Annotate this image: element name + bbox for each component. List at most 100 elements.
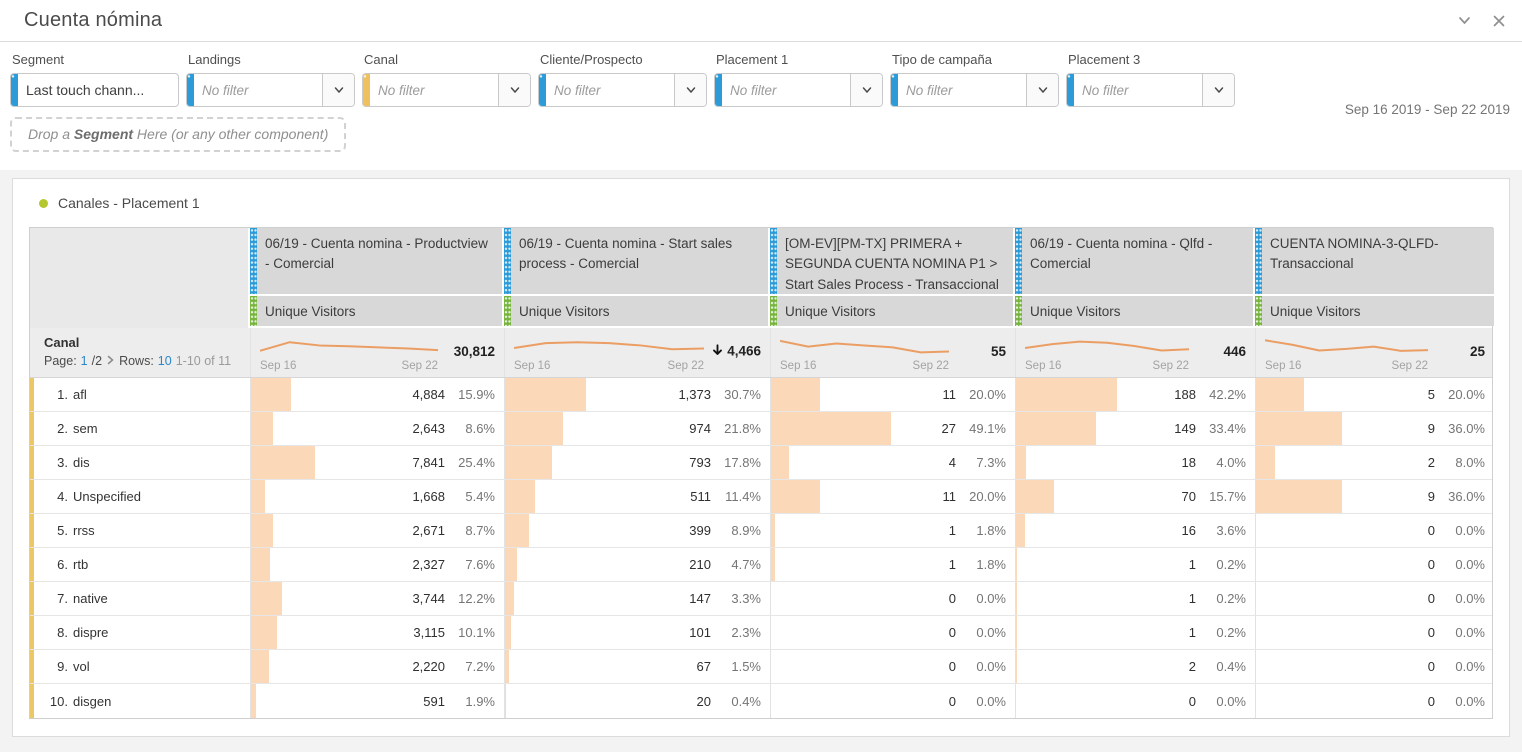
table-cell[interactable]: 0 0.0% [770,616,1015,649]
table-cell[interactable]: 9 36.0% [1255,480,1494,513]
segment-drop-zone[interactable]: Drop a Segment Here (or any other compon… [10,117,347,152]
table-cell[interactable]: 1 1.8% [770,548,1015,581]
dimension-name[interactable]: Canal [44,335,80,350]
table-cell[interactable]: 3,115 10.1% [250,616,504,649]
chevron-down-icon[interactable] [322,74,354,106]
drag-handle-icon[interactable] [504,296,511,326]
column-header-segment[interactable]: CUENTA NOMINA-3-QLFD-Transaccional [1255,228,1494,296]
sort-descending-icon[interactable] [711,343,724,359]
table-cell[interactable]: 0 0.0% [770,650,1015,683]
table-cell[interactable]: 0 0.0% [1255,514,1494,547]
table-cell[interactable]: 0 0.0% [770,582,1015,615]
drag-handle-icon[interactable] [187,74,194,106]
drag-handle-icon[interactable] [1255,228,1262,294]
table-cell[interactable]: 1,668 5.4% [250,480,504,513]
row-label-afl[interactable]: 1. afl [30,378,250,411]
column-header-metric[interactable]: Unique Visitors [504,296,768,326]
table-cell[interactable]: 2,220 7.2% [250,650,504,683]
row-label-native[interactable]: 7. native [30,582,250,615]
drag-handle-icon[interactable] [250,296,257,326]
table-cell[interactable]: 591 1.9% [250,684,504,718]
table-cell[interactable]: 1,373 30.7% [504,378,770,411]
drag-handle-icon[interactable] [1255,296,1262,326]
table-cell[interactable]: 70 15.7% [1015,480,1255,513]
table-cell[interactable]: 9 36.0% [1255,412,1494,445]
table-cell[interactable]: 18 4.0% [1015,446,1255,479]
pager-next-page-chevron-icon[interactable] [106,354,115,368]
drag-handle-icon[interactable] [539,74,546,106]
table-cell[interactable]: 511 11.4% [504,480,770,513]
filter-dropdown-segment[interactable]: Last touch chann... [10,73,179,107]
table-cell[interactable]: 0 0.0% [1255,548,1494,581]
chevron-down-icon[interactable] [1026,74,1058,106]
table-cell[interactable]: 5 20.0% [1255,378,1494,411]
column-header-segment[interactable]: 06/19 - Cuenta nomina - Start sales proc… [504,228,768,296]
table-cell[interactable]: 4 7.3% [770,446,1015,479]
drag-handle-icon[interactable] [1015,296,1022,326]
row-label-vol[interactable]: 9. vol [30,650,250,683]
table-cell[interactable]: 793 17.8% [504,446,770,479]
pager-current-page-link[interactable]: 1 [80,354,88,368]
drag-handle-icon[interactable] [1015,228,1022,294]
table-cell[interactable]: 974 21.8% [504,412,770,445]
table-cell[interactable]: 67 1.5% [504,650,770,683]
table-cell[interactable]: 0 0.0% [1255,684,1494,718]
drag-handle-icon[interactable] [11,74,18,106]
row-label-rrss[interactable]: 5. rrss [30,514,250,547]
table-cell[interactable]: 2,327 7.6% [250,548,504,581]
table-cell[interactable]: 210 4.7% [504,548,770,581]
table-cell[interactable]: 11 20.0% [770,480,1015,513]
drag-handle-icon[interactable] [1067,74,1074,106]
table-cell[interactable]: 4,884 15.9% [250,378,504,411]
drag-handle-icon[interactable] [770,296,777,326]
column-header-metric[interactable]: Unique Visitors [770,296,1013,326]
collapse-panel-chevron-icon[interactable] [1457,13,1472,28]
table-cell[interactable]: 149 33.4% [1015,412,1255,445]
table-cell[interactable]: 2 0.4% [1015,650,1255,683]
table-cell[interactable]: 188 42.2% [1015,378,1255,411]
table-cell[interactable]: 1 1.8% [770,514,1015,547]
drag-handle-icon[interactable] [250,228,257,294]
row-label-dis[interactable]: 3. dis [30,446,250,479]
table-cell[interactable]: 1 0.2% [1015,548,1255,581]
row-label-sem[interactable]: 2. sem [30,412,250,445]
filter-dropdown-placement-3[interactable]: No filter [1066,73,1235,107]
table-cell[interactable]: 1 0.2% [1015,582,1255,615]
table-cell[interactable]: 0 0.0% [1255,616,1494,649]
chevron-down-icon[interactable] [1202,74,1234,106]
date-range[interactable]: Sep 16 2019 - Sep 22 2019 [1344,102,1510,117]
column-header-metric[interactable]: Unique Visitors [250,296,502,326]
table-cell[interactable]: 20 0.4% [504,684,770,718]
table-cell[interactable]: 7,841 25.4% [250,446,504,479]
row-label-dispre[interactable]: 8. dispre [30,616,250,649]
table-cell[interactable]: 147 3.3% [504,582,770,615]
drag-handle-icon[interactable] [891,74,898,106]
table-cell[interactable]: 1 0.2% [1015,616,1255,649]
column-header-segment[interactable]: 06/19 - Cuenta nomina - Qlfd - Comercial [1015,228,1253,296]
table-cell[interactable]: 101 2.3% [504,616,770,649]
column-header-segment[interactable]: 06/19 - Cuenta nomina - Productview - Co… [250,228,502,296]
table-cell[interactable]: 2,643 8.6% [250,412,504,445]
pager-rows-count-link[interactable]: 10 [157,354,172,368]
table-cell[interactable]: 16 3.6% [1015,514,1255,547]
row-label-rtb[interactable]: 6. rtb [30,548,250,581]
table-cell[interactable]: 2 8.0% [1255,446,1494,479]
table-cell[interactable]: 0 0.0% [1015,684,1255,718]
filter-dropdown-placement-1[interactable]: No filter [714,73,883,107]
column-header-metric[interactable]: Unique Visitors [1015,296,1253,326]
column-header-metric[interactable]: Unique Visitors [1255,296,1494,326]
close-icon[interactable] [1492,14,1506,28]
column-header-segment[interactable]: [OM-EV][PM-TX] PRIMERA + SEGUNDA CUENTA … [770,228,1013,296]
filter-dropdown-canal[interactable]: No filter [362,73,531,107]
table-cell[interactable]: 0 0.0% [1255,650,1494,683]
table-cell[interactable]: 3,744 12.2% [250,582,504,615]
row-label-unspecified[interactable]: 4. Unspecified [30,480,250,513]
chevron-down-icon[interactable] [498,74,530,106]
table-cell[interactable]: 27 49.1% [770,412,1015,445]
filter-dropdown-landings[interactable]: No filter [186,73,355,107]
drag-handle-icon[interactable] [363,74,370,106]
chevron-down-icon[interactable] [674,74,706,106]
drag-handle-icon[interactable] [715,74,722,106]
table-cell[interactable]: 11 20.0% [770,378,1015,411]
table-cell[interactable]: 2,671 8.7% [250,514,504,547]
